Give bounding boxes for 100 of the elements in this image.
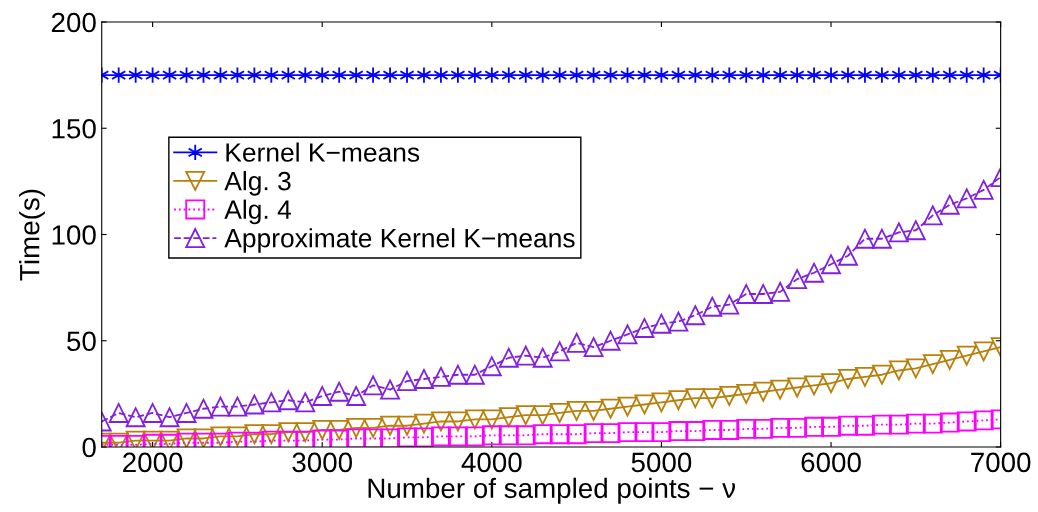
point bbox=[244, 424, 265, 445]
point bbox=[651, 313, 672, 334]
point bbox=[755, 66, 771, 84]
point bbox=[888, 360, 909, 381]
legend-label: Kernel K−means bbox=[226, 142, 420, 162]
point bbox=[464, 409, 485, 430]
point bbox=[956, 411, 977, 432]
point bbox=[566, 424, 587, 445]
point bbox=[653, 66, 669, 84]
point bbox=[346, 386, 367, 406]
point bbox=[908, 66, 924, 84]
point bbox=[518, 66, 534, 84]
legend-label: Alg. 3 bbox=[224, 171, 291, 196]
point bbox=[855, 415, 875, 436]
point bbox=[176, 403, 197, 423]
point bbox=[212, 66, 228, 84]
point bbox=[905, 220, 926, 241]
x-tick-label: 3000 bbox=[292, 452, 353, 473]
point bbox=[753, 284, 774, 304]
point bbox=[668, 390, 689, 411]
point bbox=[583, 337, 604, 358]
point bbox=[414, 369, 434, 389]
point bbox=[515, 425, 536, 446]
point bbox=[855, 228, 875, 249]
point bbox=[840, 66, 856, 84]
point bbox=[363, 375, 384, 396]
point bbox=[973, 179, 994, 200]
point bbox=[549, 341, 570, 362]
point bbox=[532, 347, 553, 368]
point bbox=[447, 426, 468, 447]
point bbox=[397, 415, 417, 436]
point bbox=[787, 377, 808, 398]
point bbox=[450, 66, 466, 84]
point bbox=[702, 296, 723, 317]
point bbox=[329, 381, 350, 402]
point bbox=[498, 407, 519, 428]
point bbox=[382, 66, 398, 84]
point bbox=[704, 66, 720, 84]
point bbox=[685, 421, 706, 441]
point bbox=[770, 417, 791, 438]
point bbox=[891, 66, 907, 84]
point bbox=[515, 345, 536, 366]
point bbox=[348, 66, 364, 84]
point bbox=[193, 428, 214, 447]
point bbox=[193, 398, 214, 419]
point bbox=[314, 66, 330, 84]
point bbox=[787, 269, 808, 290]
point bbox=[956, 188, 977, 209]
point bbox=[397, 371, 417, 392]
point bbox=[687, 66, 703, 84]
point bbox=[552, 66, 568, 84]
legend-label: Alg. 4 bbox=[224, 199, 291, 225]
legend-label: Approximate Kernel K−means bbox=[224, 228, 575, 253]
point bbox=[821, 416, 841, 437]
y-tick-label: 200 bbox=[51, 12, 96, 33]
point bbox=[925, 66, 941, 84]
point bbox=[312, 429, 333, 447]
y-tick-label: 100 bbox=[52, 225, 96, 245]
point bbox=[210, 426, 231, 447]
point bbox=[583, 400, 604, 421]
point bbox=[874, 66, 890, 84]
point bbox=[566, 400, 587, 421]
point bbox=[838, 369, 858, 389]
point bbox=[263, 66, 279, 84]
point bbox=[804, 375, 824, 396]
point bbox=[905, 413, 926, 434]
point bbox=[312, 420, 333, 440]
point bbox=[922, 205, 943, 226]
y-tick-label: 0 bbox=[82, 437, 96, 458]
point bbox=[501, 66, 517, 84]
point bbox=[753, 418, 774, 439]
point bbox=[770, 281, 791, 302]
point bbox=[838, 245, 858, 266]
point bbox=[399, 66, 415, 84]
point bbox=[433, 66, 449, 84]
point bbox=[838, 415, 858, 436]
point bbox=[770, 379, 791, 400]
point bbox=[721, 66, 737, 84]
point bbox=[619, 66, 636, 84]
point bbox=[227, 396, 248, 417]
point bbox=[702, 420, 723, 440]
point bbox=[668, 421, 689, 441]
x-tick-label: 2000 bbox=[123, 452, 183, 473]
point bbox=[685, 388, 706, 409]
point bbox=[515, 405, 536, 426]
point bbox=[806, 66, 822, 84]
point bbox=[111, 66, 127, 84]
point bbox=[871, 228, 892, 249]
point bbox=[346, 417, 367, 438]
point bbox=[380, 379, 400, 400]
point bbox=[600, 330, 621, 351]
point bbox=[145, 66, 161, 84]
point bbox=[939, 349, 960, 370]
point bbox=[481, 356, 502, 377]
point bbox=[566, 332, 587, 353]
point bbox=[295, 422, 316, 443]
point bbox=[431, 411, 451, 432]
point bbox=[634, 394, 655, 415]
point bbox=[447, 411, 468, 432]
point bbox=[738, 66, 754, 84]
